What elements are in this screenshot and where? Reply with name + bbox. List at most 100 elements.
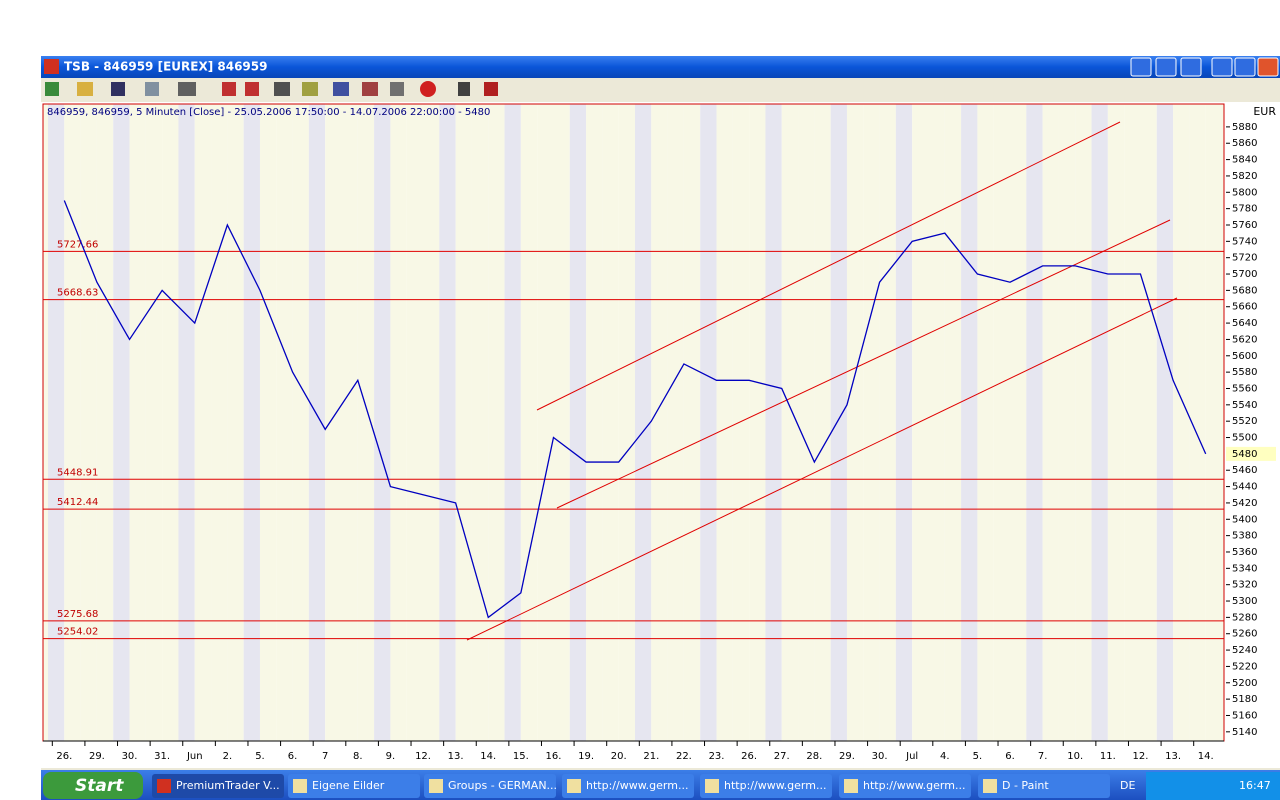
tool-button[interactable] bbox=[111, 82, 125, 96]
band bbox=[145, 104, 163, 741]
task-label: D - Paint bbox=[1002, 779, 1049, 792]
task-button[interactable] bbox=[978, 774, 1110, 798]
level-label: 5254.02 bbox=[57, 627, 98, 638]
band bbox=[64, 104, 81, 741]
band bbox=[227, 104, 244, 741]
x-tick-label: 22. bbox=[676, 751, 692, 762]
level-label: 5448.91 bbox=[57, 467, 98, 478]
tray bbox=[1146, 772, 1280, 800]
task-icon bbox=[705, 779, 719, 793]
y-tick-label: 5780 bbox=[1232, 204, 1257, 215]
tool-button[interactable] bbox=[274, 82, 290, 96]
trend-line bbox=[556, 219, 1171, 509]
band bbox=[243, 104, 260, 741]
task-icon bbox=[983, 779, 997, 793]
minimize-button[interactable] bbox=[1211, 57, 1233, 77]
band bbox=[683, 104, 701, 741]
task-button[interactable] bbox=[424, 774, 556, 798]
x-tick-label: 21. bbox=[643, 751, 659, 762]
x-tick-label: 15. bbox=[513, 751, 529, 762]
y-tick-label: 5180 bbox=[1232, 694, 1257, 705]
level-label: 5668.63 bbox=[57, 288, 98, 299]
band bbox=[537, 104, 554, 741]
band bbox=[80, 104, 97, 741]
tool-button[interactable] bbox=[145, 82, 159, 96]
x-tick-label: 30. bbox=[122, 751, 138, 762]
x-tick-label: 29. bbox=[89, 751, 105, 762]
tool-button[interactable] bbox=[458, 82, 470, 96]
task-button[interactable] bbox=[839, 774, 971, 798]
band bbox=[602, 104, 619, 741]
y-tick-label: 5760 bbox=[1232, 220, 1257, 231]
level-label: 5727.66 bbox=[57, 239, 98, 250]
band bbox=[1010, 104, 1027, 741]
band bbox=[194, 104, 212, 741]
x-tick-label: 8. bbox=[353, 751, 363, 762]
band bbox=[993, 104, 1011, 741]
band bbox=[846, 104, 864, 741]
tool-button[interactable] bbox=[45, 82, 59, 96]
tool-button[interactable] bbox=[302, 82, 318, 96]
y-tick-label: 5540 bbox=[1232, 400, 1257, 411]
task-label: http://www.germ... bbox=[863, 779, 965, 792]
trend-channel bbox=[466, 121, 1178, 641]
band bbox=[781, 104, 799, 741]
band bbox=[308, 104, 326, 741]
task-button[interactable] bbox=[700, 774, 832, 798]
band bbox=[471, 104, 489, 741]
trend-line bbox=[536, 121, 1121, 411]
window-buttons bbox=[1130, 57, 1279, 77]
tool-button[interactable] bbox=[245, 82, 259, 96]
band bbox=[798, 104, 815, 741]
tool-button[interactable] bbox=[77, 82, 93, 96]
chart-title: 846959, 846959, 5 Minuten [Close] - 25.0… bbox=[47, 107, 490, 118]
button[interactable] bbox=[1180, 57, 1202, 77]
task-label: http://www.germ... bbox=[586, 779, 688, 792]
y-tick-label: 5700 bbox=[1232, 269, 1257, 280]
tool-button[interactable] bbox=[333, 82, 349, 96]
band bbox=[1205, 104, 1222, 741]
close-button[interactable] bbox=[1257, 57, 1279, 77]
y-tick-label: 5160 bbox=[1232, 710, 1257, 721]
tool-button[interactable] bbox=[390, 82, 404, 96]
x-tick-label: 10. bbox=[1067, 751, 1083, 762]
tool-button[interactable] bbox=[420, 81, 436, 97]
day-bands bbox=[43, 104, 1224, 741]
start-button[interactable] bbox=[43, 772, 143, 799]
band bbox=[488, 104, 505, 741]
task-label: http://www.germ... bbox=[724, 779, 826, 792]
tool-button[interactable] bbox=[362, 82, 378, 96]
tool-button[interactable] bbox=[484, 82, 498, 96]
tool-button[interactable] bbox=[222, 82, 236, 96]
y-tick-label: 5340 bbox=[1232, 563, 1257, 574]
y-axis-label: EUR bbox=[1253, 105, 1276, 118]
maximize-button[interactable] bbox=[1234, 57, 1256, 77]
task-button[interactable] bbox=[152, 774, 284, 798]
level-label: 5412.44 bbox=[57, 497, 98, 508]
tool-button[interactable] bbox=[178, 82, 196, 96]
band bbox=[1107, 104, 1125, 741]
y-tick-label: 5800 bbox=[1232, 187, 1257, 198]
start-label: Start bbox=[75, 776, 124, 796]
task-icon bbox=[157, 779, 171, 793]
button[interactable] bbox=[1155, 57, 1177, 77]
x-tick-label: 14. bbox=[1198, 751, 1214, 762]
band bbox=[292, 104, 309, 741]
task-button[interactable] bbox=[288, 774, 420, 798]
task-button[interactable] bbox=[562, 774, 694, 798]
band bbox=[1058, 104, 1076, 741]
button[interactable] bbox=[1130, 57, 1152, 77]
band bbox=[1026, 104, 1043, 741]
y-tick-label: 5660 bbox=[1232, 302, 1257, 313]
x-tick-label: 23. bbox=[709, 751, 725, 762]
task-label: Groups - GERMAN... bbox=[448, 779, 557, 792]
toolbar-icons bbox=[45, 81, 498, 97]
x-tick-label: 27. bbox=[774, 751, 790, 762]
band bbox=[1156, 104, 1174, 741]
band bbox=[1124, 104, 1141, 741]
x-tick-label: 5. bbox=[973, 751, 983, 762]
band bbox=[618, 104, 635, 741]
y-tick-label: 5360 bbox=[1232, 547, 1257, 558]
x-tick-label: 4. bbox=[940, 751, 950, 762]
